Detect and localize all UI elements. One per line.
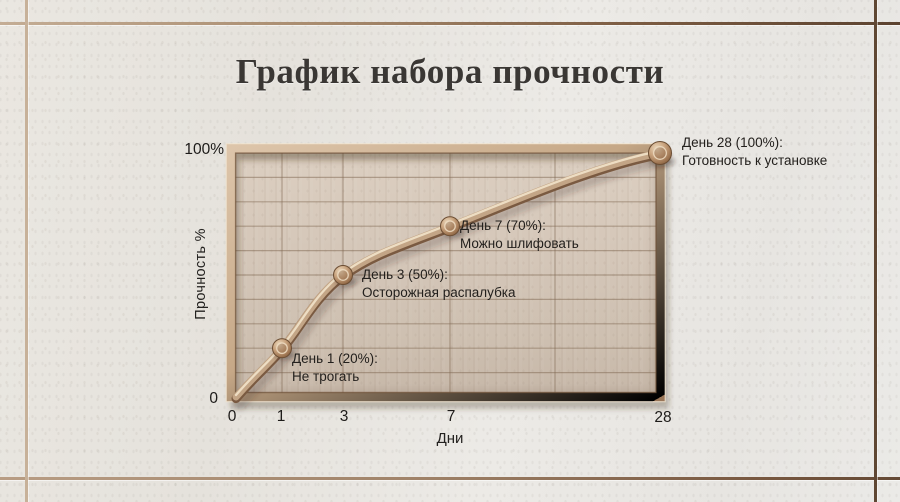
- annotation-day-7: День 7 (70%): Можно шлифовать: [460, 217, 579, 253]
- annotation-day-28: День 28 (100%): Готовность к установке: [682, 134, 827, 170]
- annotation-day-1-line1: День 1 (20%):: [292, 351, 378, 366]
- annotation-day-3-line2: Осторожная распалубка: [362, 285, 516, 300]
- annotation-day-1-line2: Не трогать: [292, 369, 360, 384]
- annotation-day-28-line2: Готовность к установке: [682, 153, 828, 168]
- y-tick-100: 100%: [184, 141, 224, 158]
- annotation-day-28-line1: День 28 (100%):: [682, 135, 783, 150]
- x-tick-28: 28: [654, 409, 672, 426]
- x-tick-3: 3: [339, 408, 349, 425]
- annotation-day-1: День 1 (20%): Не трогать: [292, 350, 378, 386]
- tile-grout-line-right: [874, 0, 877, 502]
- annotation-day-7-line2: Можно шлифовать: [460, 236, 579, 251]
- tile-grout-line-bottom: [0, 477, 900, 480]
- tile-grout-line-top: [0, 22, 900, 25]
- annotation-day-7-line1: День 7 (70%):: [460, 218, 546, 233]
- x-tick-1: 1: [276, 408, 286, 425]
- x-tick-0: 0: [227, 408, 237, 425]
- x-tick-7: 7: [446, 408, 456, 425]
- tile-grout-line-left: [25, 0, 28, 502]
- y-tick-0: 0: [209, 390, 218, 407]
- annotation-day-3-line1: День 3 (50%):: [362, 267, 448, 282]
- page-title: График набора прочности: [235, 52, 665, 91]
- annotation-day-3: День 3 (50%): Осторожная распалубка: [362, 266, 516, 302]
- x-axis-title: Дни: [436, 430, 464, 447]
- y-axis-title: Прочность %: [193, 228, 209, 320]
